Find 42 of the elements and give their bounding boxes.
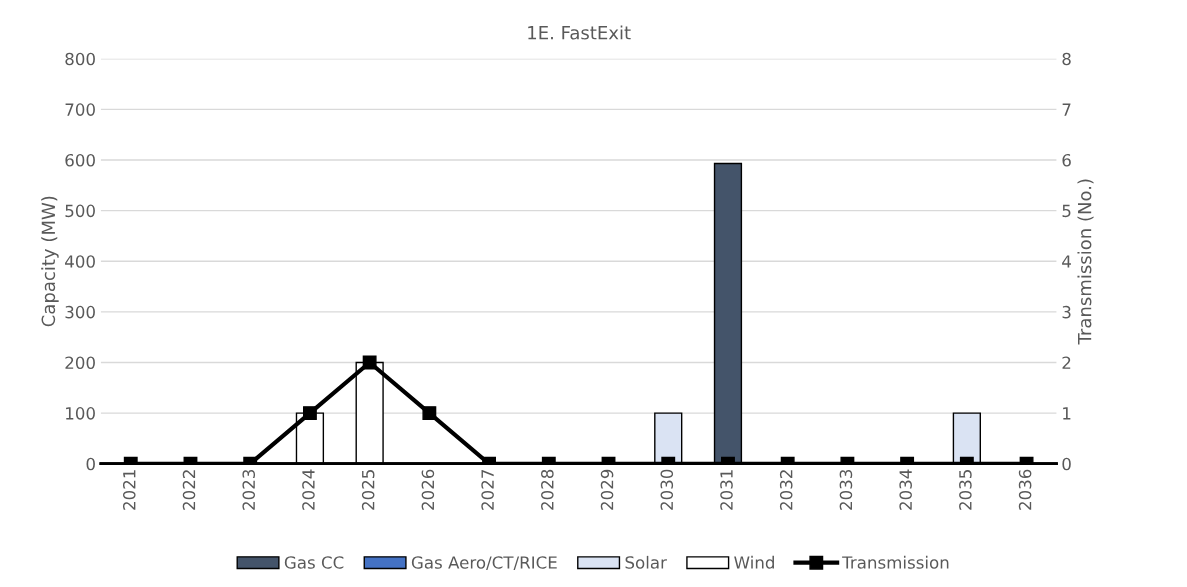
legend-label: Gas Aero/CT/RICE	[411, 556, 557, 571]
y-tick-label: 100	[66, 407, 95, 420]
y-tick-label: 700	[65, 103, 95, 116]
y2-tick-label: 4	[1062, 255, 1071, 268]
x-tick-label: 2031	[720, 470, 733, 510]
x-tick-label: 2029	[600, 469, 614, 510]
y-tick-label: 300	[65, 305, 95, 319]
x-tick-label: 2036	[1018, 469, 1032, 510]
legend-label: Solar	[625, 555, 667, 569]
chart-title: 1E. FastExit	[528, 25, 631, 40]
y-tick-label: 400	[65, 255, 95, 268]
y-axis-title: Capacity (MW)	[41, 196, 59, 327]
y-tick-label: 500	[65, 204, 95, 218]
x-tick-label: 2023	[242, 469, 256, 510]
legend-label: Transmission	[842, 555, 949, 569]
y-tick-label: 800	[65, 52, 95, 66]
y2-tick-label: 2	[1062, 356, 1071, 369]
y2-axis-title: Transmission (No.)	[1077, 179, 1094, 345]
x-tick-label: 2025	[361, 470, 375, 510]
x-tick-label: 2033	[839, 469, 853, 510]
x-tick-label: 2026	[421, 469, 435, 510]
x-tick-label: 2035	[959, 470, 972, 510]
y2-tick-label: 6	[1062, 153, 1071, 167]
x-tick-label: 2021	[122, 470, 136, 510]
legend-label: Wind	[734, 555, 774, 569]
x-tick-label: 2030	[660, 469, 674, 510]
y-tick-label: 600	[65, 153, 95, 167]
y2-tick-label: 0	[1062, 457, 1071, 471]
x-tick-label: 2022	[182, 470, 196, 510]
y2-tick-label: 8	[1062, 52, 1071, 66]
x-tick-label: 2027	[481, 470, 494, 510]
x-tick-label: 2032	[779, 470, 793, 510]
x-tick-label: 2034	[899, 469, 912, 510]
x-tick-label: 2028	[541, 469, 554, 510]
y2-tick-label: 5	[1062, 204, 1071, 218]
legend-label: Gas CC	[284, 556, 344, 569]
y-tick-label: 200	[65, 356, 95, 370]
y2-tick-label: 1	[1063, 407, 1071, 420]
y2-tick-label: 3	[1062, 305, 1071, 319]
y-tick-label: 0	[86, 457, 95, 471]
x-tick-label: 2024	[302, 469, 315, 510]
y2-tick-label: 7	[1062, 103, 1071, 116]
